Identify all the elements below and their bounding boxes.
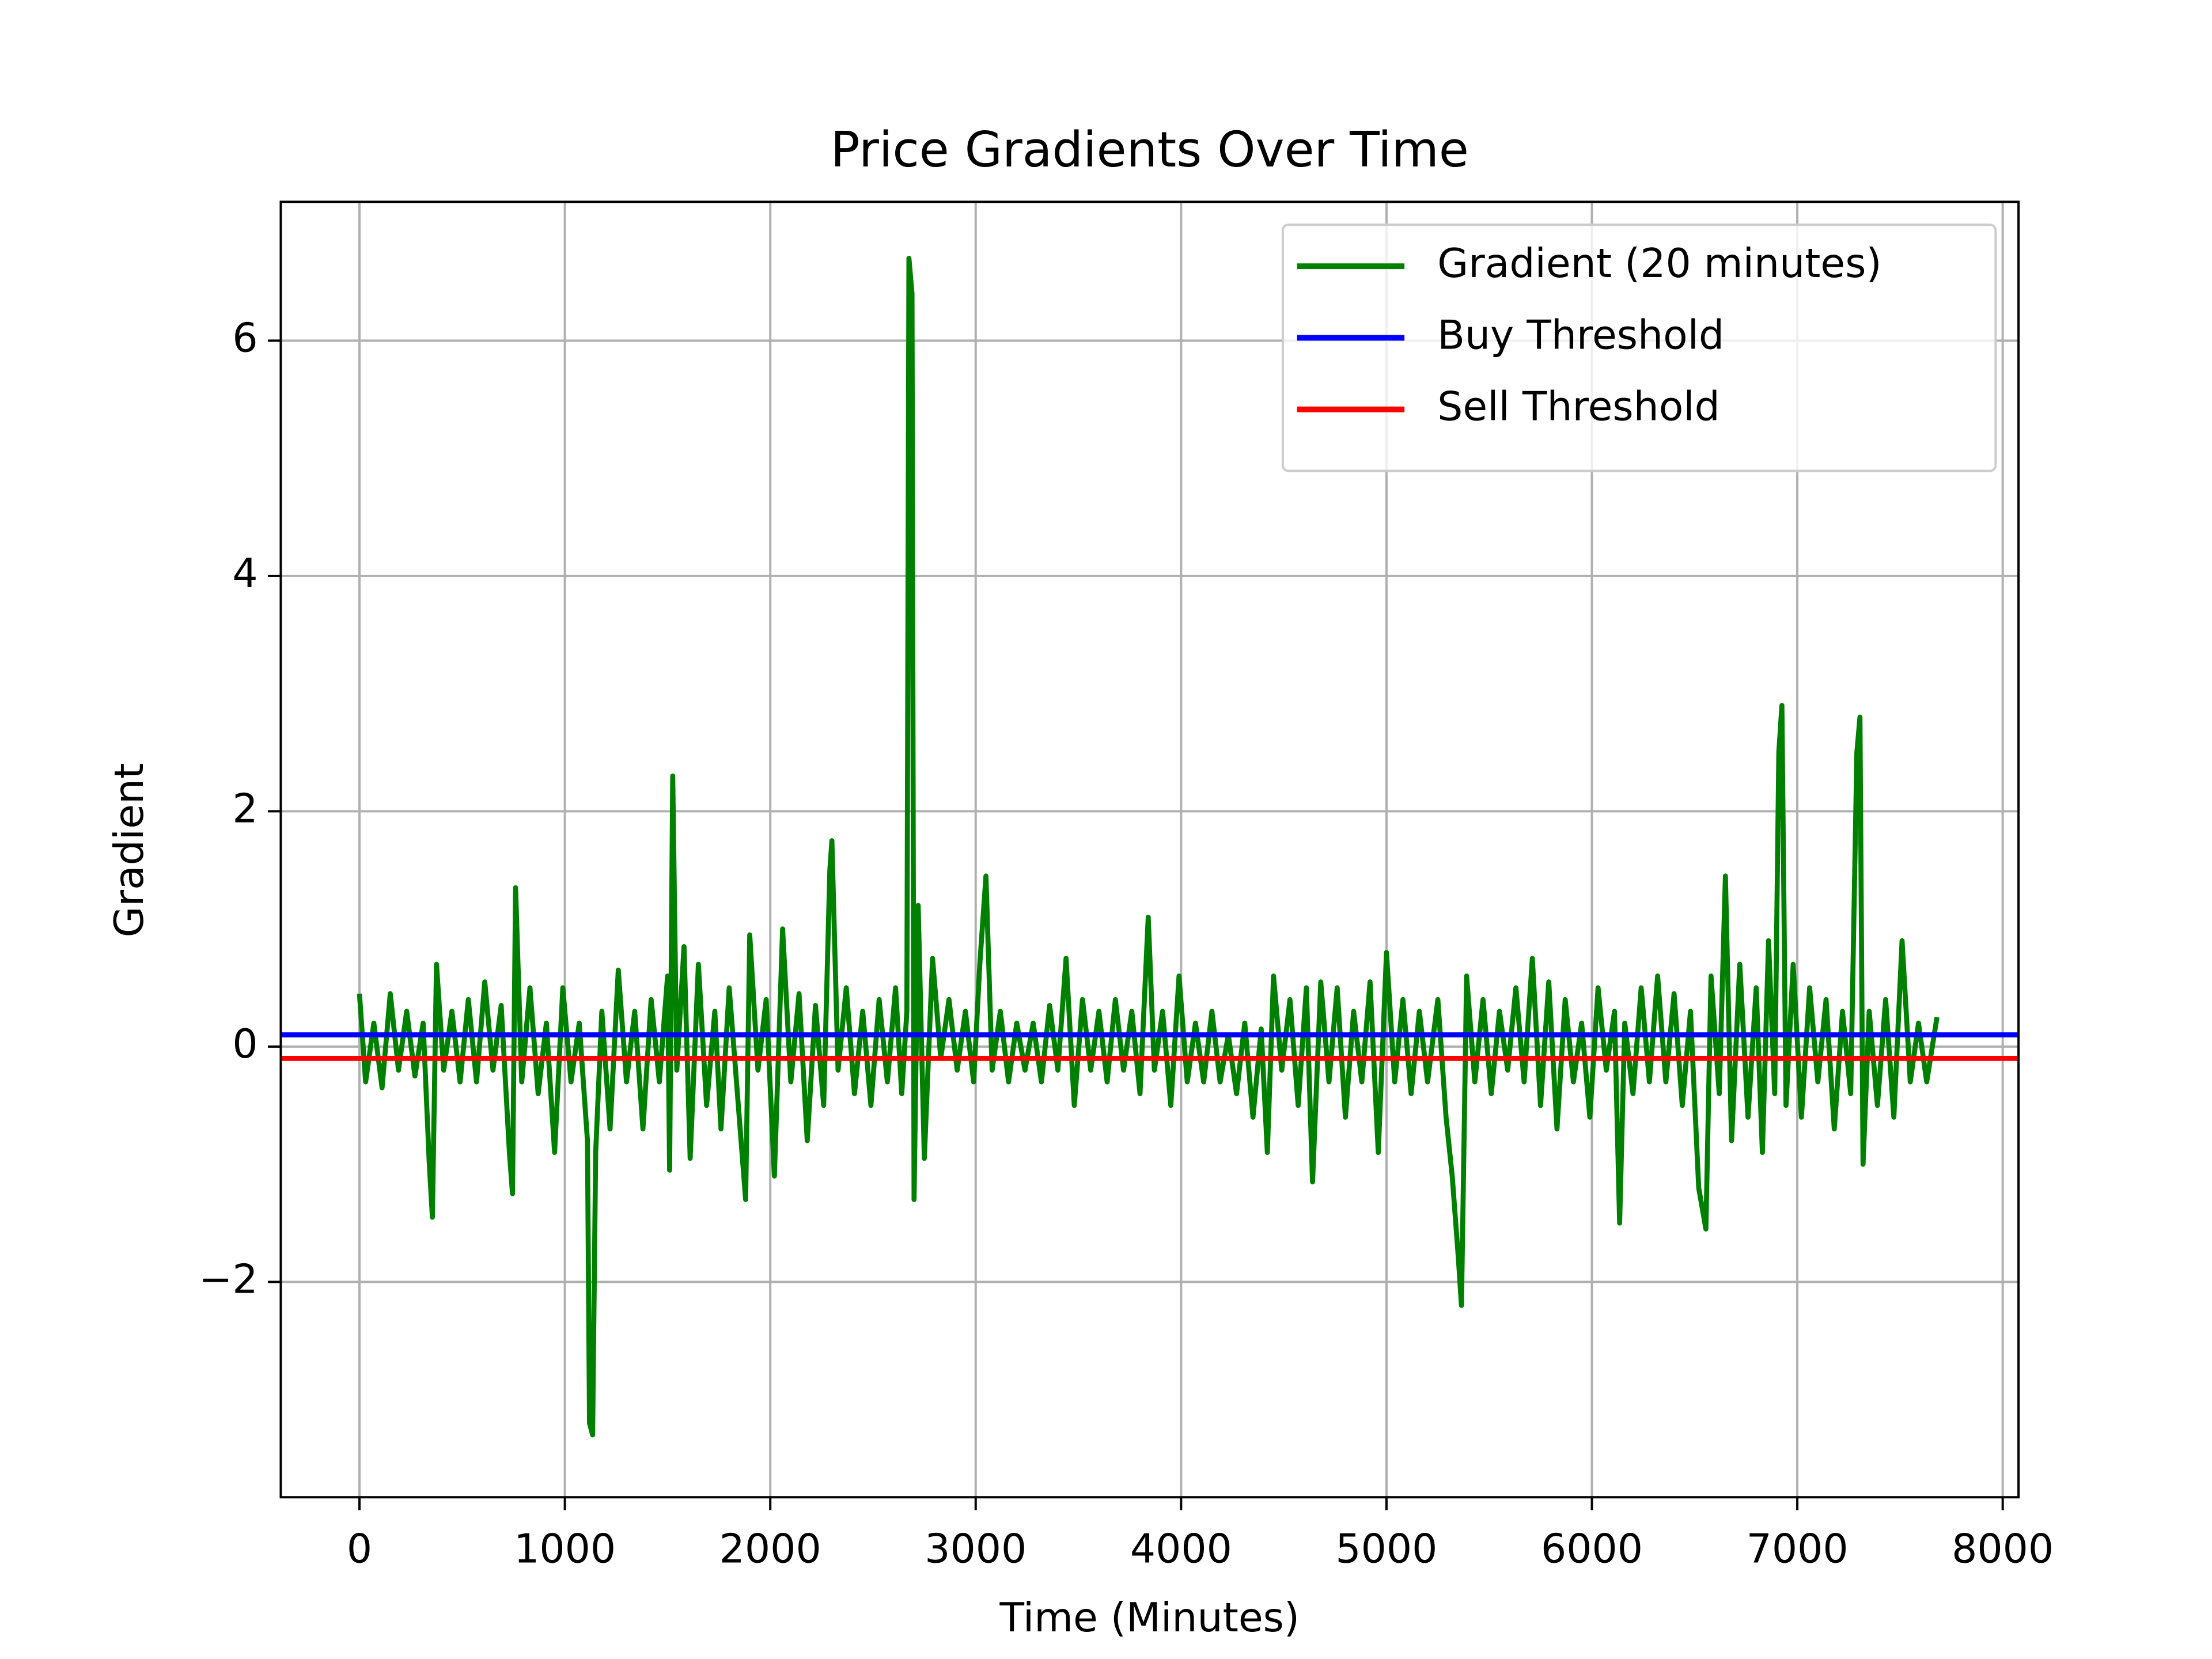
legend-label: Gradient (20 minutes): [1437, 240, 1881, 287]
axes-frame: [279, 200, 2020, 1499]
x-tick-label: 4000: [1130, 1526, 1232, 1573]
legend: Gradient (20 minutes) Buy Threshold Sell T…: [1281, 224, 1997, 472]
legend-label: Buy Threshold: [1437, 312, 1724, 358]
x-tick-label: 3000: [925, 1526, 1027, 1573]
y-axis-label: Gradient: [106, 763, 153, 938]
y-tick-label: −2: [199, 1256, 258, 1302]
x-tick-label: 7000: [1747, 1526, 1849, 1573]
y-tick-label: 4: [232, 550, 257, 597]
chart-title: Price Gradients Over Time: [831, 122, 1469, 178]
x-tick-label: 0: [347, 1526, 372, 1573]
x-tick-label: 1000: [514, 1526, 616, 1573]
x-tick-label: 5000: [1335, 1526, 1437, 1573]
x-tick-label: 2000: [719, 1526, 821, 1573]
y-tick-label: 2: [232, 785, 257, 832]
x-tick-label: 8000: [1952, 1526, 2054, 1573]
y-tick-label: 6: [232, 315, 257, 361]
legend-label: Sell Threshold: [1437, 384, 1720, 430]
plot-area: [281, 256, 2019, 1438]
x-axis-label: Time (Minutes): [999, 1594, 1300, 1641]
ticks: 0 1000 2000 3000 4000 5000 6000 7000 8000 −2 0 2 4 6: [199, 315, 2054, 1572]
data-line: [357, 256, 1940, 1438]
y-tick-label: 0: [232, 1021, 257, 1067]
legend-box: [1281, 224, 1997, 472]
x-tick-label: 6000: [1541, 1526, 1643, 1573]
